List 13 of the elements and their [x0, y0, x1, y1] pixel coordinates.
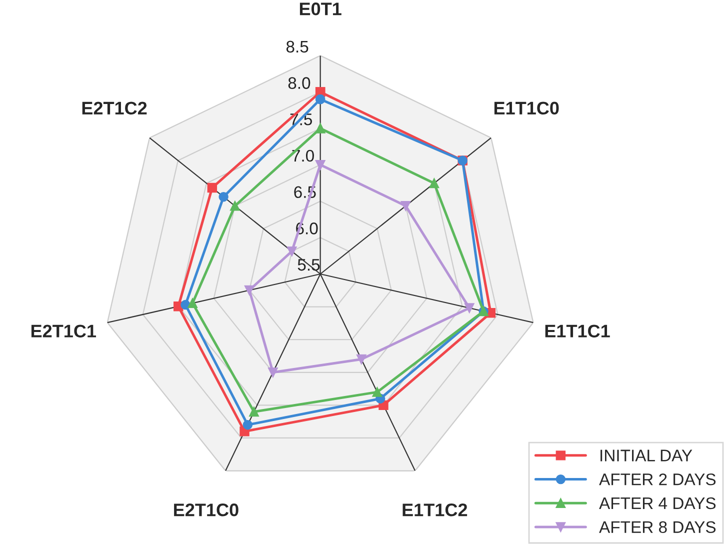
legend-label: AFTER 4 DAYS [599, 497, 716, 510]
spoke-label: E0T1 [300, 2, 342, 16]
spoke-label: E1T1C1 [545, 324, 610, 338]
legend-label: AFTER 8 DAYS [599, 521, 716, 534]
spoke-label: E1T1C0 [494, 102, 559, 115]
y-tick-label: 8.5 [286, 40, 308, 53]
spoke-label: E1T1C2 [402, 504, 468, 516]
legend-label: INITIAL DAY [600, 450, 692, 462]
spoke-label: E2T1C0 [174, 504, 238, 516]
spoke-label: E2T1C2 [82, 102, 147, 115]
spoke-label: E2T1C1 [31, 324, 96, 338]
legend-label: AFTER 2 DAYS [599, 473, 716, 486]
y-tick-label: 8.0 [288, 77, 310, 89]
